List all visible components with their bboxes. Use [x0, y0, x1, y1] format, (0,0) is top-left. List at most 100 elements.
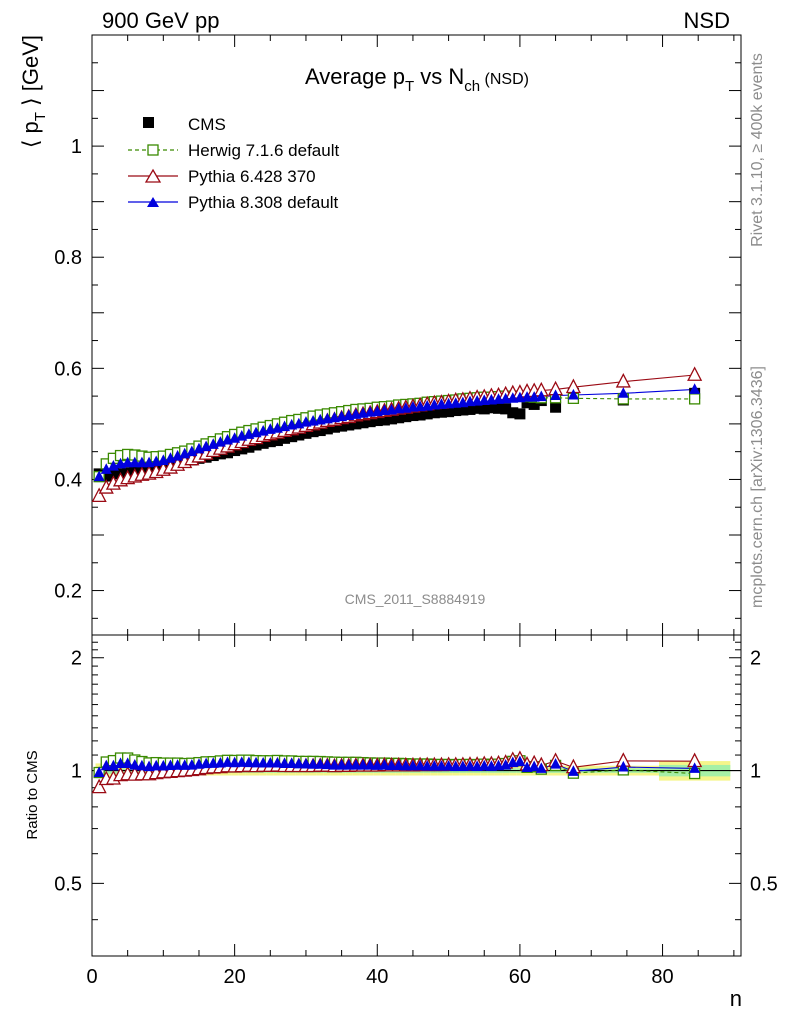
ratio-pythia8-point: [257, 756, 269, 768]
pythia8-point: [521, 391, 533, 402]
ratio-pythia8-point: [293, 757, 305, 769]
ratio-pythia8-point: [428, 760, 440, 771]
ratio-pythia8-point: [307, 758, 319, 769]
cms-point: [393, 412, 405, 424]
pythia6-point: [687, 366, 703, 381]
legend-label-pythia6: Pythia 6.428 370: [188, 167, 316, 186]
legend: CMS Herwig 7.1.6 default Pythia 6.428 37…: [128, 115, 339, 212]
y-tick-label: 0.8: [54, 247, 82, 269]
cms-point: [493, 402, 505, 414]
ratio-pythia8-point: [435, 760, 447, 771]
legend-item-herwig: Herwig 7.1.6 default: [128, 141, 339, 160]
ratio-y-tick-label: 1: [71, 761, 82, 783]
cms-point: [336, 420, 348, 432]
ratio-pythia8-point: [450, 760, 462, 771]
legend-label-cms: CMS: [188, 115, 226, 134]
ratio-pythia8-point: [115, 757, 127, 769]
ratio-pythia8-point: [321, 758, 333, 770]
process-label: NSD: [684, 8, 730, 33]
cms-point: [364, 416, 376, 428]
pythia8-point: [617, 387, 629, 398]
x-axis-label: n: [730, 986, 742, 1011]
ratio-pythia8-point: [478, 759, 490, 771]
pythia6-line: [98, 374, 695, 497]
y-tick-label: 1: [71, 136, 82, 158]
ratio-pythia8-point: [514, 755, 526, 767]
energy-label: 900 GeV pp: [102, 8, 219, 33]
ratio-pythia8-point: [336, 758, 348, 770]
ratio-pythia8-point: [207, 757, 219, 768]
pythia8-point: [100, 463, 112, 474]
cms-point: [236, 443, 248, 455]
ratio-pythia8-point: [550, 758, 562, 769]
ratio-pythia8-point: [136, 759, 148, 771]
legend-label-pythia8: Pythia 8.308 default: [188, 193, 339, 212]
cms-point: [521, 397, 533, 409]
ratio-pythia8-point: [150, 759, 162, 771]
ratio-pythia8-point: [286, 757, 298, 769]
chart-title: Average pT vs Nch (NSD): [305, 64, 529, 95]
ratio-pythia8-point: [689, 762, 701, 773]
cms-point: [528, 398, 540, 410]
pythia6-point: [91, 487, 107, 503]
cms-point: [514, 408, 526, 420]
ratio-pythia8-point: [314, 758, 326, 769]
ratio-pythia8-point: [393, 759, 405, 771]
ratio-pythia8-point: [172, 759, 184, 770]
ratio-pythia8-point: [229, 756, 241, 768]
cms-point: [407, 410, 419, 422]
ratio-pythia8-point: [443, 760, 455, 771]
ratio-pythia8-point: [567, 765, 579, 776]
cms-point: [378, 414, 390, 426]
rivet-label: Rivet 3.1.10, ≥ 400k events: [749, 53, 766, 247]
ratio-pythia8-point: [129, 758, 141, 770]
ratio-pythia8-point: [400, 759, 412, 771]
cms-point: [343, 419, 355, 431]
y-tick-label: 0.4: [54, 469, 82, 491]
legend-marker-pythia6: [144, 168, 162, 183]
pythia8-point: [535, 390, 547, 402]
ratio-pythia8-point: [407, 759, 419, 771]
pythia6-point: [615, 373, 631, 388]
ratio-pythia8-point: [357, 758, 369, 770]
ratio-pythia8-point: [364, 758, 376, 770]
legend-marker-cms: [143, 117, 154, 128]
legend-marker-pythia8: [147, 197, 159, 207]
ratio-pythia8-point: [371, 759, 383, 770]
ratio-y-tick-label-right: 1: [750, 761, 761, 783]
ratio-pythia8-point: [271, 756, 283, 768]
ratio-y-tick-label: 0.5: [54, 873, 82, 895]
ratio-pythia8-point: [421, 760, 433, 771]
cms-point: [357, 417, 369, 429]
ratio-pythia8-point: [414, 759, 426, 771]
ratio-pythia8-point: [250, 756, 262, 768]
pythia8-point: [136, 456, 148, 468]
x-tick-label: 60: [509, 966, 531, 988]
ratio-pythia8-point: [179, 759, 191, 770]
x-tick-label: 40: [366, 966, 388, 988]
ratio-pythia8-point: [535, 762, 547, 773]
cms-point: [457, 404, 469, 416]
ratio-y-axis-label: Ratio to CMS: [24, 750, 41, 839]
cms-point: [243, 441, 255, 453]
cms-point: [257, 437, 269, 449]
ratio-frame: [91, 634, 742, 957]
y-tick-label: 0.2: [54, 581, 82, 603]
cms-point: [350, 418, 362, 430]
main-series-group: [91, 366, 703, 503]
x-tick-label: 80: [651, 966, 673, 988]
ratio-pythia8-point: [464, 760, 476, 771]
pythia8-point: [122, 456, 134, 468]
cms-point: [314, 425, 326, 437]
ratio-pythia8-point: [157, 759, 169, 771]
ratio-pythia8-point: [300, 757, 312, 769]
ratio-x-ticks: 0 20 40 60 80: [86, 635, 735, 988]
cms-point: [485, 402, 497, 414]
cms-point: [471, 402, 483, 414]
cms-point: [100, 470, 112, 482]
cms-point: [386, 413, 398, 425]
cms-point: [550, 401, 562, 413]
cms-point: [428, 407, 440, 419]
ratio-pythia8-point: [279, 757, 291, 769]
ratio-y-tick-label-right: 0.5: [750, 873, 778, 895]
